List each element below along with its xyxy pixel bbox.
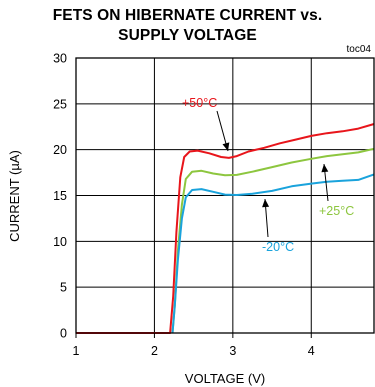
y-tick-label: 25 xyxy=(53,97,67,111)
y-axis-label: CURRENT (µA) xyxy=(7,150,22,242)
chart-title-line-2: SUPPLY VOLTAGE xyxy=(118,27,257,44)
figure-id: toc04 xyxy=(346,44,371,55)
annotation-label-1: +25°C xyxy=(319,204,354,218)
tick-labels: 1 2 3 4 0 5 10 15 20 25 30 xyxy=(53,52,315,359)
annotation-arrowhead-0 xyxy=(222,142,230,151)
series-line-2 xyxy=(171,173,375,334)
annotation-label-2: -20°C xyxy=(262,240,294,254)
x-tick-label: 4 xyxy=(308,344,315,358)
y-tick-label: 20 xyxy=(53,143,67,157)
annotation-label-0: +50°C xyxy=(182,96,217,110)
y-tick-label: 10 xyxy=(53,235,67,249)
x-axis-label: VOLTAGE (V) xyxy=(185,371,265,386)
plot-border xyxy=(75,57,375,334)
chart-title: FETS ON HIBERNATE CURRENT vs. SUPPLY VOL… xyxy=(0,6,375,46)
x-tick-label: 3 xyxy=(229,344,236,358)
y-tick-label: 5 xyxy=(60,281,67,295)
series-line-0 xyxy=(76,123,375,334)
annotation-arrowhead-2 xyxy=(262,199,270,208)
annotation-arrowhead-1 xyxy=(321,164,329,173)
series-lines xyxy=(76,123,375,334)
x-tick-label: 2 xyxy=(151,344,158,358)
series-line-1 xyxy=(171,147,375,334)
x-tick-label: 1 xyxy=(73,344,80,358)
y-tick-label: 15 xyxy=(53,189,67,203)
y-tick-label: 0 xyxy=(60,327,67,341)
chart-title-line-1: FETS ON HIBERNATE CURRENT vs. xyxy=(52,7,323,24)
y-tick-label: 30 xyxy=(53,52,67,66)
annotations: +50°C +25°C -20°C xyxy=(182,96,354,254)
plot-frame xyxy=(75,57,375,334)
